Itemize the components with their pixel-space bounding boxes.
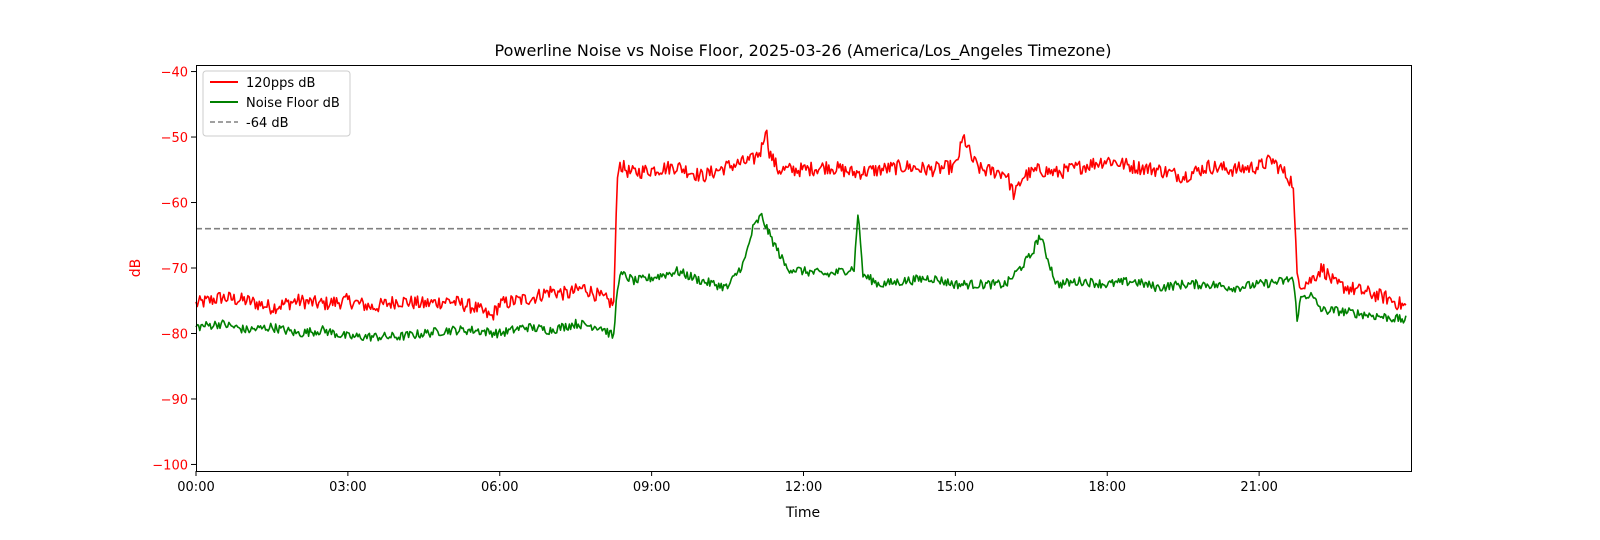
- x-tick-label-5: 15:00: [937, 480, 974, 495]
- y-tick-label-1: −50: [161, 131, 188, 146]
- y-tick-label-4: −80: [161, 327, 188, 342]
- y-axis: −40 −50 −60 −70 −80 −90 −100: [152, 66, 196, 473]
- plot-area: [195, 129, 1411, 342]
- legend: 120pps dB Noise Floor dB -64 dB: [202, 70, 351, 137]
- series-line-noise-floor: [195, 212, 1407, 342]
- x-tick-label-6: 18:00: [1089, 480, 1126, 495]
- x-tick-label-2: 06:00: [481, 480, 518, 495]
- y-tick-label-2: −60: [161, 197, 188, 212]
- y-tick-label-5: −90: [161, 393, 188, 408]
- chart-title: Powerline Noise vs Noise Floor, 2025-03-…: [495, 41, 1112, 61]
- legend-label-reference: -64 dB: [246, 116, 289, 131]
- y-axis-label: dB: [128, 259, 144, 278]
- x-tick-label-1: 03:00: [329, 480, 366, 495]
- legend-label-120pps: 120pps dB: [246, 76, 315, 91]
- legend-label-noise-floor: Noise Floor dB: [246, 96, 340, 111]
- series-line-120pps: [195, 129, 1407, 321]
- y-tick-label-3: −70: [161, 262, 188, 277]
- x-tick-label-3: 09:00: [633, 480, 670, 495]
- x-tick-label-4: 12:00: [785, 480, 822, 495]
- x-axis: 00:00 03:00 06:00 09:00 12:00 15:00 18:00 21:00: [177, 471, 1278, 495]
- y-tick-label-0: −40: [161, 66, 188, 81]
- y-tick-label-6: −100: [152, 458, 188, 473]
- legend-box: [202, 70, 351, 137]
- x-axis-label: Time: [785, 505, 820, 521]
- x-tick-label-0: 00:00: [177, 480, 214, 495]
- x-tick-label-7: 21:00: [1240, 480, 1277, 495]
